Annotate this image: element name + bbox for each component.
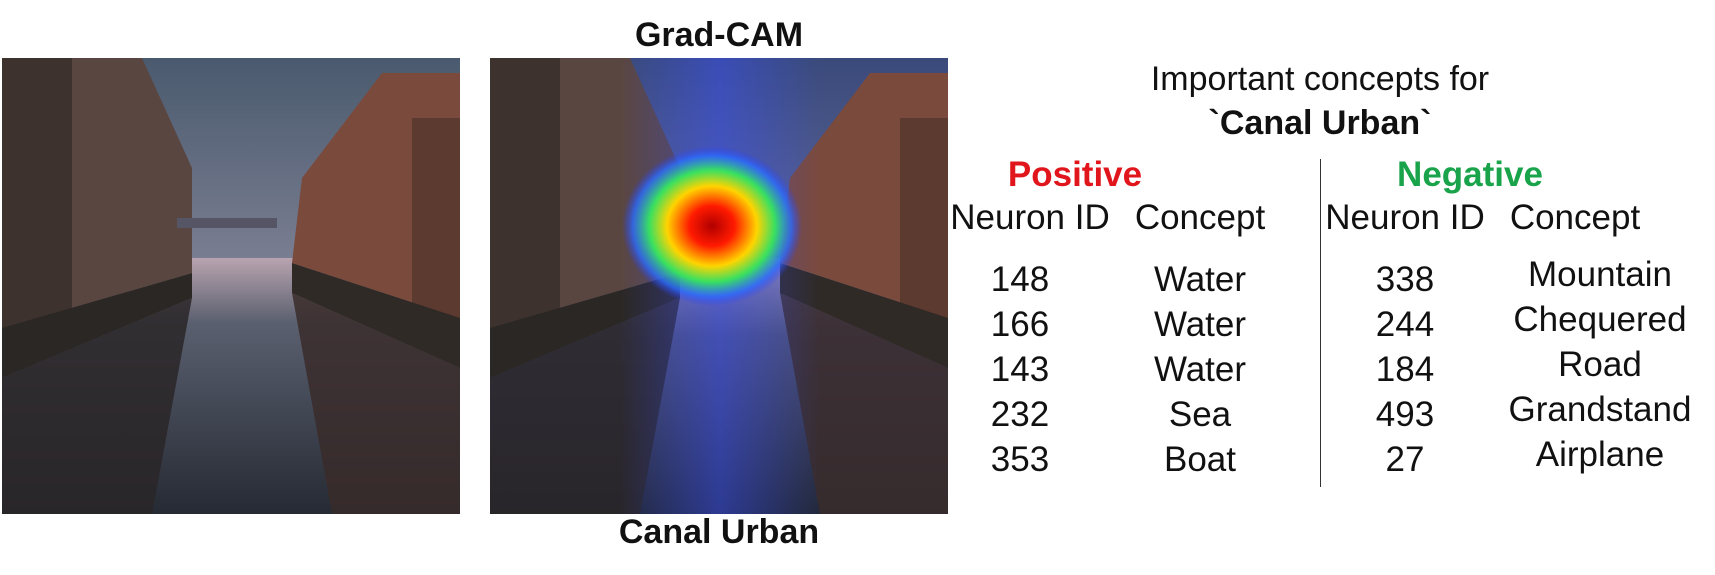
positive-neuron-id: 353 xyxy=(990,440,1050,479)
negative-header-concept: Concept xyxy=(1509,198,1641,237)
positive-concept: Water xyxy=(1153,350,1247,389)
positive-neuron-id: 148 xyxy=(990,260,1050,299)
negative-neuron-id: 184 xyxy=(1375,350,1435,389)
positive-concept: Boat xyxy=(1164,440,1236,479)
positive-header-neuron-id: Neuron ID xyxy=(950,198,1110,237)
panel-heading: Important concepts for `Canal Urban` xyxy=(950,57,1690,145)
important-concepts-panel: Important concepts for `Canal Urban` Pos… xyxy=(950,55,1715,515)
positive-concept: Sea xyxy=(1168,395,1232,434)
negative-neuron-id: 493 xyxy=(1375,395,1435,434)
negative-concept: Airplane xyxy=(1535,435,1665,474)
negative-neuron-id: 244 xyxy=(1375,305,1435,344)
image-class-label: Canal Urban xyxy=(618,513,820,551)
panel-heading-class: `Canal Urban` xyxy=(1208,104,1432,142)
canal-photo-original xyxy=(2,58,460,514)
negative-concept: Chequered xyxy=(1513,300,1687,339)
positive-concept: Water xyxy=(1153,260,1247,299)
canal-photo-gradcam-heatmap xyxy=(490,58,948,514)
positive-header-concept: Concept xyxy=(1134,198,1266,237)
positive-neuron-id: 166 xyxy=(990,305,1050,344)
negative-neuron-id: 338 xyxy=(1375,260,1435,299)
negative-concept: Grandstand xyxy=(1508,390,1692,429)
column-divider xyxy=(1320,159,1321,487)
panel-heading-line1: Important concepts for xyxy=(1150,60,1490,98)
negative-header-neuron-id: Neuron ID xyxy=(1325,198,1485,237)
negative-neuron-id: 27 xyxy=(1385,440,1425,479)
positive-concept: Water xyxy=(1153,305,1247,344)
positive-neuron-id: 143 xyxy=(990,350,1050,389)
negative-column-title: Negative xyxy=(1397,155,1543,194)
negative-concept: Mountain xyxy=(1528,255,1672,294)
negative-concept: Road xyxy=(1558,345,1642,384)
positive-neuron-id: 232 xyxy=(990,395,1050,434)
positive-column-title: Positive xyxy=(1007,155,1143,194)
gradcam-title: Grad-CAM xyxy=(634,16,804,54)
